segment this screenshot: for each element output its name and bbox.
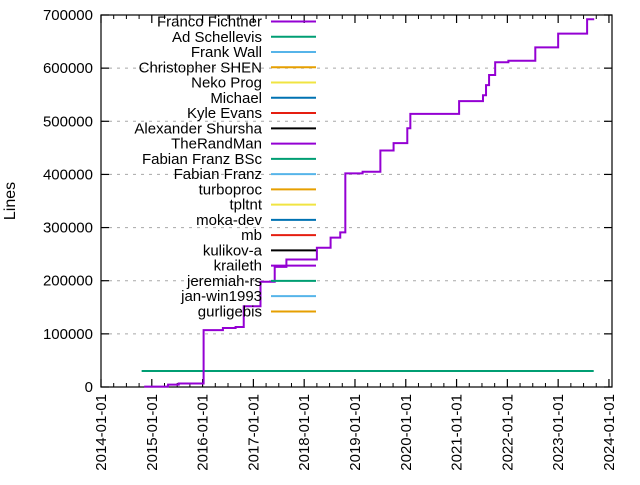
y-tick-label: 0	[85, 379, 93, 396]
y-tick-label: 100000	[43, 326, 93, 343]
border-rect	[100, 14, 613, 388]
data-series	[141, 18, 595, 388]
y-tick-label: 300000	[43, 220, 93, 237]
legend-label: Ad Schellevis	[172, 29, 262, 46]
x-tick-label: 2016-01-01	[195, 394, 212, 471]
legend-label: mb	[241, 227, 262, 244]
legend-label: Frank Wall	[191, 44, 262, 61]
axis-ticks	[100, 14, 612, 388]
x-tick-labels: 2014-01-01 2015-01-01 2016-01-01 2017-01-01…	[93, 394, 618, 471]
legend-label: turboproc	[199, 181, 263, 198]
x-tick-label: 2022-01-01	[499, 394, 516, 471]
y-tick-label: 600000	[43, 60, 93, 77]
x-tick-label: 2014-01-01	[93, 394, 110, 471]
x-tick-label: 2023-01-01	[550, 394, 567, 471]
legend-label: tpltnt	[229, 197, 262, 214]
x-tick-label: 2024-01-01	[601, 394, 618, 471]
legend-label: kulikov-a	[203, 242, 263, 259]
legend-label: Fabian Franz BSc	[142, 151, 263, 168]
x-tick-label: 2017-01-01	[245, 394, 262, 471]
x-tick-label: 2021-01-01	[449, 394, 466, 471]
legend-label: Fabian Franz	[174, 166, 262, 183]
legend-label: jan-win1993	[180, 288, 262, 305]
y-tick-labels: 0 100000 200000 300000 400000 500000 600000 700…	[43, 7, 93, 396]
legend-label: moka-dev	[196, 212, 262, 229]
legend-label: Kyle Evans	[187, 105, 262, 122]
x-tick-label: 2019-01-01	[347, 394, 364, 471]
x-tick-label: 2020-01-01	[398, 394, 415, 471]
x-tick-label: 2018-01-01	[296, 394, 313, 471]
series-line-franco-fichtner	[144, 18, 595, 388]
y-tick-label: 400000	[43, 166, 93, 183]
y-tick-label: 200000	[43, 273, 93, 290]
legend-label: Franco Fichtner	[157, 14, 262, 31]
plot-border	[100, 14, 613, 388]
legend-label: Michael	[210, 90, 262, 107]
legend-label: Christopher SHEN	[139, 59, 262, 76]
legend-label: jeremiah-rs	[186, 273, 262, 290]
legend-label: TheRandMan	[171, 136, 262, 153]
legend-label: Alexander Shursha	[134, 120, 262, 137]
x-tick-label: 2015-01-01	[144, 394, 161, 471]
legend-label: gurligebis	[198, 303, 262, 320]
gridlines	[101, 67, 612, 335]
y-tick-label: 700000	[43, 7, 93, 24]
y-tick-label: 500000	[43, 113, 93, 130]
legend-label: Neko Prog	[191, 75, 262, 92]
legend-label: kraileth	[214, 258, 262, 275]
y-axis-title: Lines	[2, 182, 19, 220]
